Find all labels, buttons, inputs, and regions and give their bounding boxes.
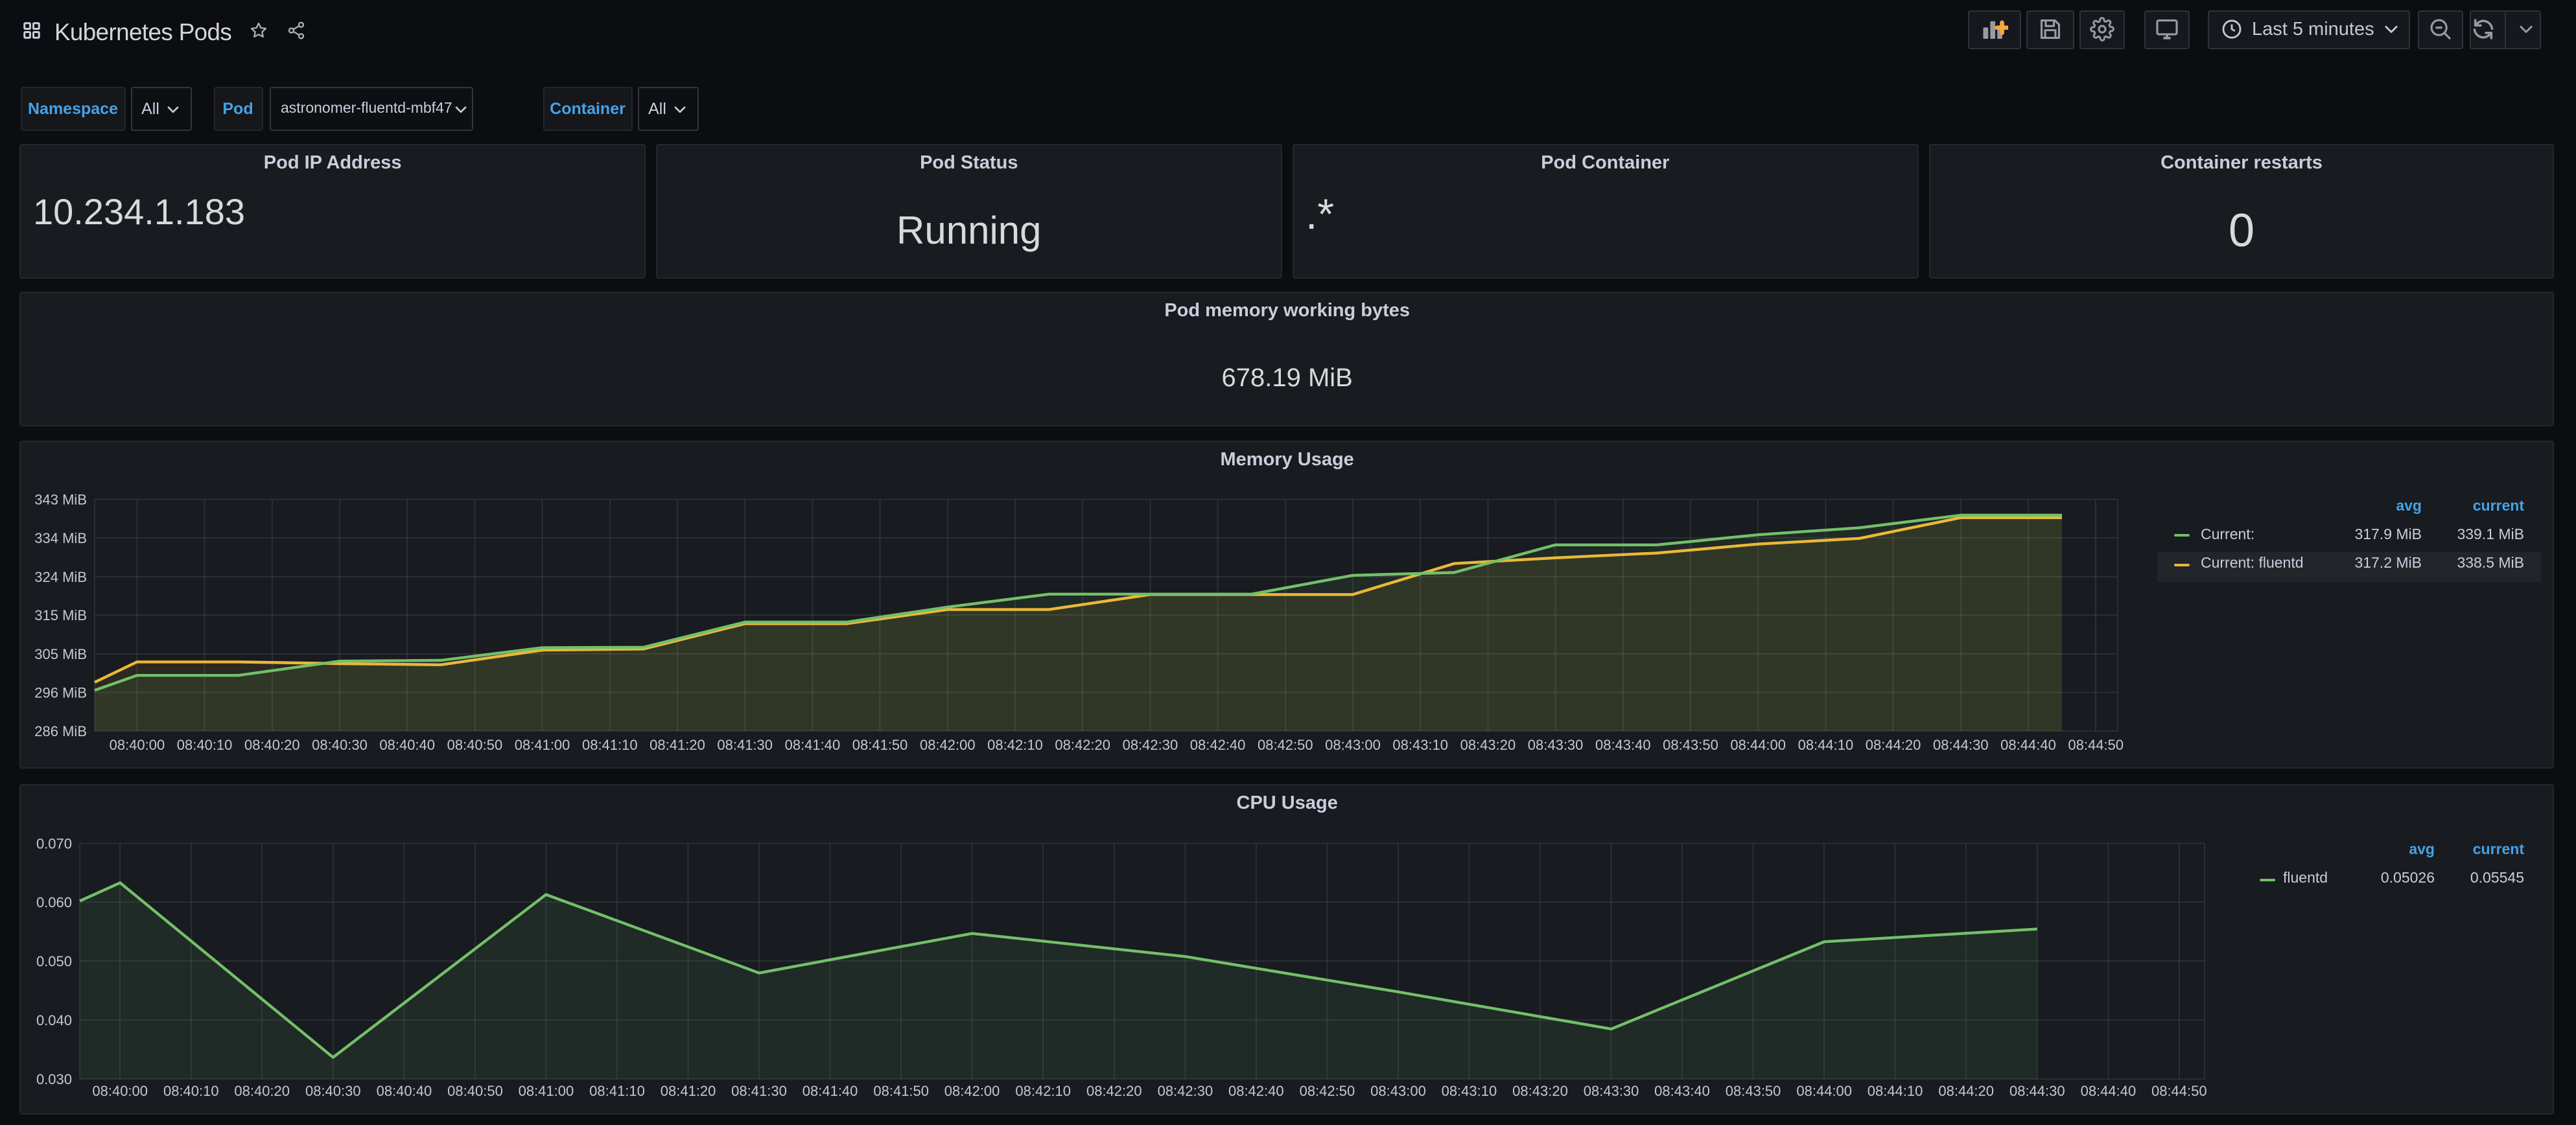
svg-text:08:40:00: 08:40:00 [92, 1083, 148, 1099]
svg-text:08:44:20: 08:44:20 [1938, 1083, 1994, 1099]
svg-text:08:41:20: 08:41:20 [661, 1083, 716, 1099]
svg-text:08:40:00: 08:40:00 [110, 737, 165, 753]
svg-text:0.050: 0.050 [36, 953, 72, 969]
svg-text:08:44:20: 08:44:20 [1866, 737, 1921, 753]
svg-text:305 MiB: 305 MiB [34, 646, 87, 662]
svg-text:08:44:00: 08:44:00 [1730, 737, 1786, 753]
svg-text:08:42:20: 08:42:20 [1055, 737, 1110, 753]
svg-text:08:42:30: 08:42:30 [1123, 737, 1178, 753]
svg-text:08:41:00: 08:41:00 [519, 1083, 574, 1099]
svg-text:08:40:30: 08:40:30 [312, 737, 368, 753]
svg-text:343 MiB: 343 MiB [34, 492, 87, 508]
svg-text:0.060: 0.060 [36, 894, 72, 910]
svg-text:08:42:50: 08:42:50 [1258, 737, 1313, 753]
svg-text:08:41:20: 08:41:20 [650, 737, 705, 753]
svg-text:08:40:40: 08:40:40 [379, 737, 435, 753]
svg-text:08:42:00: 08:42:00 [920, 737, 976, 753]
svg-text:08:43:10: 08:43:10 [1392, 737, 1448, 753]
svg-text:08:43:00: 08:43:00 [1370, 1083, 1426, 1099]
svg-text:08:44:40: 08:44:40 [2081, 1083, 2137, 1099]
svg-text:08:42:10: 08:42:10 [1015, 1083, 1071, 1099]
svg-text:08:42:00: 08:42:00 [944, 1083, 1000, 1099]
svg-text:0.030: 0.030 [36, 1071, 72, 1087]
svg-text:08:42:10: 08:42:10 [987, 737, 1043, 753]
svg-text:08:44:50: 08:44:50 [2068, 737, 2124, 753]
svg-text:08:43:00: 08:43:00 [1325, 737, 1381, 753]
svg-text:08:40:10: 08:40:10 [177, 737, 233, 753]
svg-text:08:40:10: 08:40:10 [163, 1083, 219, 1099]
svg-text:08:41:10: 08:41:10 [582, 737, 638, 753]
svg-text:324 MiB: 324 MiB [34, 569, 87, 585]
svg-text:08:44:10: 08:44:10 [1798, 737, 1854, 753]
svg-text:08:40:50: 08:40:50 [447, 737, 503, 753]
svg-text:08:41:40: 08:41:40 [802, 1083, 858, 1099]
svg-text:08:43:20: 08:43:20 [1460, 737, 1516, 753]
svg-text:296 MiB: 296 MiB [34, 684, 87, 701]
svg-text:08:40:40: 08:40:40 [377, 1083, 432, 1099]
svg-text:08:44:00: 08:44:00 [1796, 1083, 1852, 1099]
svg-text:08:43:30: 08:43:30 [1584, 1083, 1639, 1099]
svg-text:286 MiB: 286 MiB [34, 723, 87, 739]
svg-text:08:43:20: 08:43:20 [1512, 1083, 1568, 1099]
svg-text:08:43:10: 08:43:10 [1442, 1083, 1497, 1099]
svg-text:08:40:20: 08:40:20 [234, 1083, 290, 1099]
svg-text:0.040: 0.040 [36, 1012, 72, 1028]
svg-text:08:44:40: 08:44:40 [2000, 737, 2056, 753]
svg-text:08:41:30: 08:41:30 [731, 1083, 787, 1099]
svg-text:08:44:50: 08:44:50 [2151, 1083, 2207, 1099]
svg-text:08:40:20: 08:40:20 [244, 737, 300, 753]
svg-text:08:41:40: 08:41:40 [785, 737, 841, 753]
svg-text:08:43:40: 08:43:40 [1654, 1083, 1710, 1099]
svg-text:08:43:50: 08:43:50 [1663, 737, 1718, 753]
svg-text:08:44:30: 08:44:30 [2009, 1083, 2065, 1099]
svg-text:08:42:50: 08:42:50 [1300, 1083, 1355, 1099]
svg-text:08:42:30: 08:42:30 [1158, 1083, 1213, 1099]
svg-text:08:40:50: 08:40:50 [447, 1083, 503, 1099]
svg-text:08:42:20: 08:42:20 [1086, 1083, 1142, 1099]
svg-text:0.070: 0.070 [36, 835, 72, 852]
svg-text:08:43:50: 08:43:50 [1726, 1083, 1781, 1099]
svg-text:08:41:30: 08:41:30 [717, 737, 773, 753]
svg-text:08:42:40: 08:42:40 [1190, 737, 1246, 753]
svg-text:08:43:30: 08:43:30 [1528, 737, 1584, 753]
svg-text:08:44:30: 08:44:30 [1933, 737, 1989, 753]
svg-text:08:41:50: 08:41:50 [852, 737, 908, 753]
svg-text:08:41:50: 08:41:50 [873, 1083, 929, 1099]
svg-text:08:43:40: 08:43:40 [1595, 737, 1651, 753]
svg-text:08:40:30: 08:40:30 [305, 1083, 361, 1099]
svg-text:08:42:40: 08:42:40 [1228, 1083, 1284, 1099]
svg-text:08:44:10: 08:44:10 [1868, 1083, 1923, 1099]
svg-text:08:41:00: 08:41:00 [515, 737, 570, 753]
svg-text:334 MiB: 334 MiB [34, 530, 87, 546]
svg-text:08:41:10: 08:41:10 [589, 1083, 645, 1099]
svg-text:315 MiB: 315 MiB [34, 607, 87, 623]
